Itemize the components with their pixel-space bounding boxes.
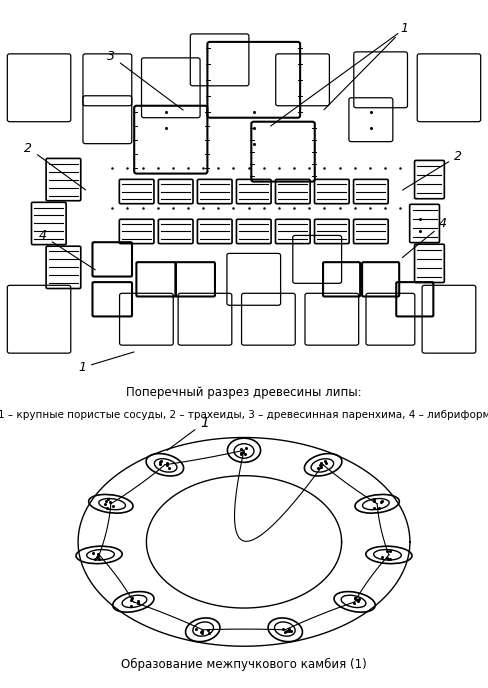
Text: 2: 2 (403, 149, 462, 190)
Text: Поперечный разрез древесины липы:: Поперечный разрез древесины липы: (126, 386, 362, 398)
Text: 1 – крупные пористые сосуды, 2 – трахеиды, 3 – древесинная паренхима, 4 – либриф: 1 – крупные пористые сосуды, 2 – трахеид… (0, 410, 488, 420)
Text: 2: 2 (24, 142, 85, 190)
Text: 1: 1 (324, 22, 408, 110)
Text: 4: 4 (39, 229, 95, 270)
Text: 1: 1 (78, 352, 134, 374)
Text: Образование межпучкового камбия (1): Образование межпучкового камбия (1) (121, 658, 367, 671)
Text: 3: 3 (107, 50, 183, 110)
Text: 1: 1 (167, 416, 209, 451)
Text: 4: 4 (402, 217, 447, 257)
